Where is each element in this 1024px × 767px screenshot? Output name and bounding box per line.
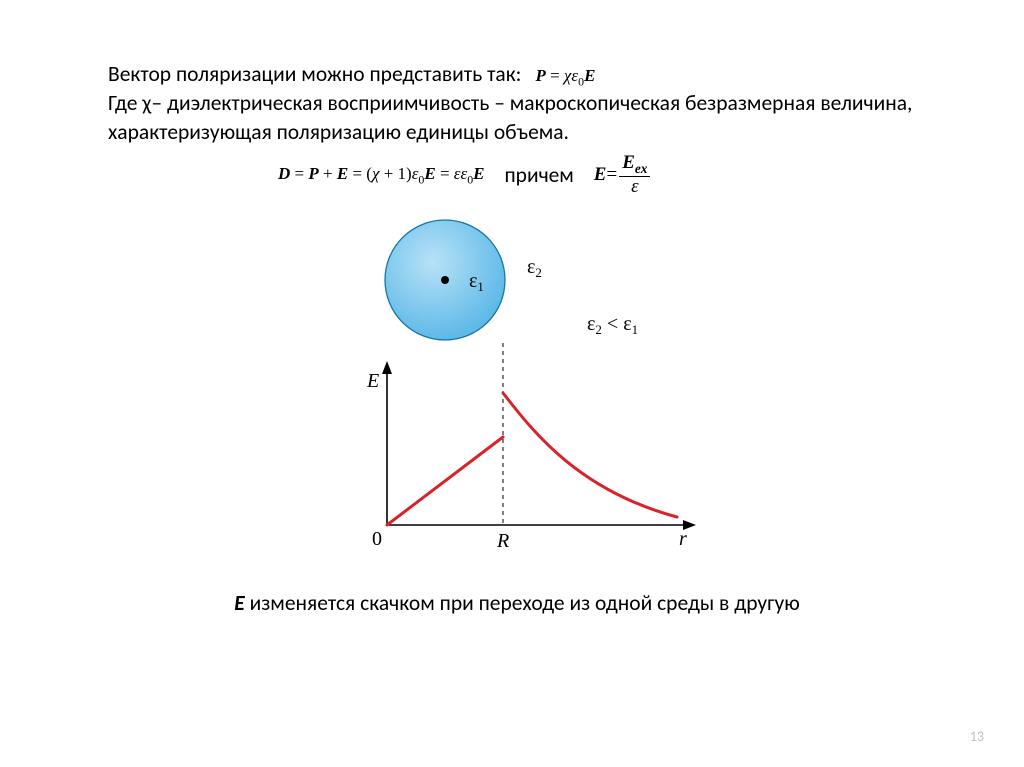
svg-text:ε2: ε2 (527, 256, 542, 280)
svg-text:R: R (496, 530, 509, 552)
svg-text:ε2 < ε1: ε2 < ε1 (587, 313, 638, 337)
field-diagram: ε1ε2ε2 < ε1Er0R (317, 215, 717, 560)
svg-text:r: r (679, 528, 687, 550)
intro-line2: Где χ– диэлектрическая восприимчивость –… (108, 89, 926, 147)
formula-p: P = χε0E (535, 65, 595, 89)
formula-d: D = P + E = (χ + 1)ε0E = εε0E (278, 164, 484, 187)
page-number: 13 (970, 728, 984, 745)
intro-line1: Вектор поляризации можно представить так… (108, 60, 521, 89)
prichem-label: причем (504, 162, 573, 188)
caption: Е изменяется скачком при переходе из одн… (108, 590, 926, 616)
svg-text:0: 0 (372, 528, 382, 550)
formula-e: E = Eex ε (594, 153, 653, 197)
svg-text:E: E (366, 370, 379, 392)
